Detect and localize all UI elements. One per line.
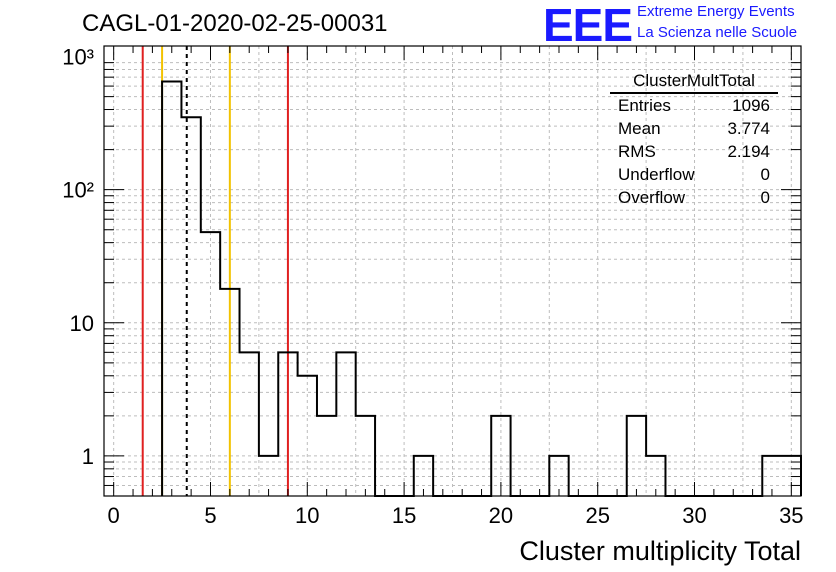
stats-row: Mean 3.774: [610, 117, 778, 140]
x-tick-label: 25: [585, 503, 609, 528]
plot-frame: [103, 45, 802, 497]
logo-line-1: Extreme Energy Events: [637, 3, 795, 20]
stats-row: Entries 1096: [610, 94, 778, 117]
y-tick-label: 10³: [62, 45, 94, 70]
axis-ticks: [104, 46, 801, 497]
stats-value: 3.774: [727, 119, 770, 138]
reference-lines: [141, 46, 289, 496]
stats-row: Underflow 0: [610, 163, 778, 186]
histogram-bar: [627, 416, 646, 496]
stats-value: 0: [760, 165, 770, 184]
stats-row: RMS 2.194: [610, 140, 778, 163]
stats-label: Overflow: [618, 188, 686, 207]
x-tick-labels: 0 5 10 15 20 25 30 35: [108, 503, 804, 528]
x-tick-label: 30: [682, 503, 706, 528]
stats-value: 1096: [732, 96, 770, 115]
x-tick-label: 35: [779, 503, 803, 528]
stats-value: 2.194: [727, 142, 770, 161]
x-axis-label: Cluster multiplicity Total: [519, 536, 801, 566]
chart-title: CAGL-01-2020-02-25-00031: [82, 10, 388, 37]
y-tick-label: 1: [82, 444, 94, 469]
y-tick-label: 10: [70, 311, 94, 336]
stats-label: Entries: [618, 96, 671, 115]
histogram-bar: [336, 352, 355, 496]
x-tick-label: 15: [392, 503, 416, 528]
stats-row: Overflow 0: [610, 186, 778, 209]
stats-label: RMS: [618, 142, 656, 161]
x-tick-label: 5: [204, 503, 216, 528]
logo-line-2: La Scienza nelle Scuole: [637, 24, 798, 41]
stats-label: Underflow: [618, 165, 695, 184]
y-tick-label: 10²: [62, 178, 94, 203]
grid-lines: [104, 46, 801, 497]
stats-value: 0: [760, 188, 770, 207]
stats-title: ClusterMultTotal: [610, 70, 778, 94]
x-tick-label: 20: [489, 503, 513, 528]
x-tick-label: 0: [108, 503, 120, 528]
y-tick-labels: 1 10 10² 10³: [62, 45, 94, 469]
stats-label: Mean: [618, 119, 661, 138]
histogram-bar: [298, 376, 317, 496]
histogram-bar: [162, 81, 181, 496]
stats-box: ClusterMultTotal Entries 1096 Mean 3.774 RMS…: [610, 70, 778, 209]
eee-logo: EEE: [543, 0, 633, 51]
histogram-bar: [181, 117, 200, 496]
histogram-bar: [240, 352, 259, 496]
x-tick-label: 10: [295, 503, 319, 528]
